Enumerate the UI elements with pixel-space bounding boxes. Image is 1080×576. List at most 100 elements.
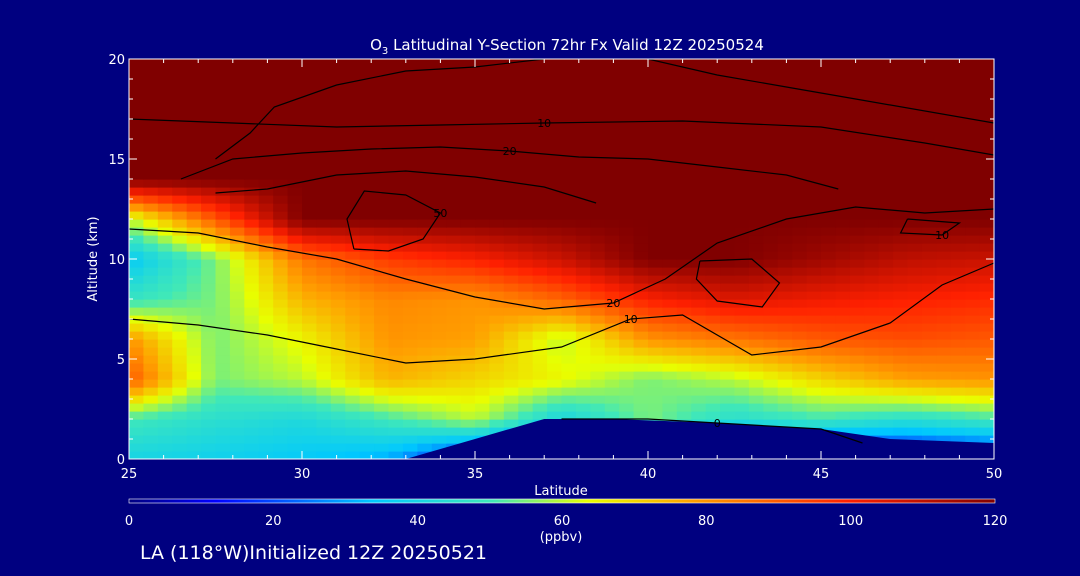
field-cell [965,387,981,396]
field-cell [720,75,736,84]
field-cell [575,155,591,164]
field-cell [475,139,491,148]
field-cell [835,227,851,236]
field-cell [129,395,145,404]
field-cell [330,139,346,148]
field-cell [359,131,375,140]
field-cell [359,339,375,348]
field-cell [503,323,519,332]
field-cell [748,179,764,188]
field-cell [475,411,491,420]
field-cell [460,163,476,172]
field-cell [258,211,274,220]
field-cell [330,67,346,76]
field-cell [330,451,346,459]
field-cell [172,99,188,108]
field-cell [302,243,318,252]
field-cell [590,339,606,348]
field-cell [157,331,173,340]
field-cell [388,187,404,196]
field-cell [215,187,231,196]
field-cell [720,283,736,292]
field-cell [763,131,779,140]
field-cell [532,243,548,252]
field-cell [561,91,577,100]
field-cell [835,147,851,156]
field-cell [720,99,736,108]
field-cell [806,59,822,68]
field-cell [676,291,692,300]
field-cell [691,211,707,220]
field-cell [604,243,620,252]
field-cell [388,203,404,212]
field-cell [244,379,260,388]
field-cell [518,147,534,156]
field-cell [475,307,491,316]
field-cell [374,315,390,324]
field-cell [186,203,202,212]
field-cell [186,411,202,420]
field-cell [460,243,476,252]
field-cell [475,67,491,76]
field-cell [893,227,909,236]
field-cell [201,171,217,180]
field-cell [402,451,418,459]
field-cell [532,147,548,156]
field-cell [316,427,332,436]
field-cell [777,291,793,300]
field-cell [287,291,303,300]
field-cell [532,387,548,396]
field-cell [532,99,548,108]
field-cell [172,331,188,340]
field-cell [864,107,880,116]
field-cell [979,387,994,396]
field-cell [186,427,202,436]
field-cell [763,323,779,332]
field-cell [201,443,217,452]
field-cell [201,211,217,220]
field-cell [720,379,736,388]
field-cell [590,195,606,204]
field-cell [201,259,217,268]
field-cell [792,139,808,148]
field-cell [446,155,462,164]
field-cell [244,315,260,324]
field-cell [907,163,923,172]
field-cell [215,371,231,380]
field-cell [561,275,577,284]
field-cell [287,419,303,428]
field-cell [388,259,404,268]
field-cell [648,267,664,276]
field-cell [734,371,750,380]
field-cell [763,115,779,124]
field-cell [129,299,145,308]
field-cell [748,323,764,332]
field-cell [835,307,851,316]
field-cell [821,283,837,292]
field-cell [547,259,563,268]
field-cell [864,427,880,436]
field-cell [705,355,721,364]
field-cell [792,91,808,100]
field-cell [201,147,217,156]
field-cell [763,99,779,108]
field-cell [590,203,606,212]
field-cell [302,371,318,380]
field-cell [763,379,779,388]
field-cell [186,187,202,196]
field-cell [936,347,952,356]
field-cell [979,323,994,332]
field-cell [705,171,721,180]
colorbar-tick-label: 80 [698,514,715,529]
field-cell [907,411,923,420]
field-cell [720,259,736,268]
field-cell [662,259,678,268]
field-cell [878,83,894,92]
field-cell [330,131,346,140]
field-cell [547,315,563,324]
field-cell [359,155,375,164]
field-cell [157,99,173,108]
field-cell [691,235,707,244]
field-cell [287,203,303,212]
